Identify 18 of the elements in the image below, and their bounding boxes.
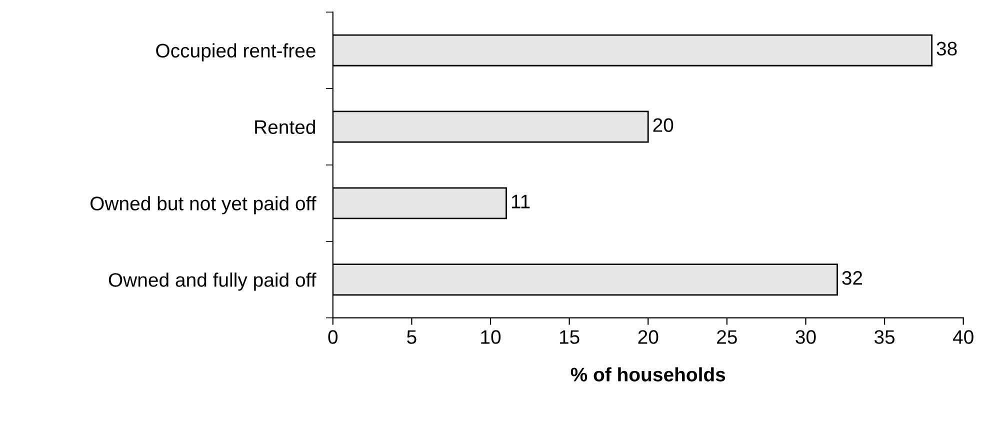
x-tick-label: 35 <box>874 330 895 344</box>
x-tick-label: 15 <box>560 330 580 344</box>
x-tick-label: 40 <box>952 330 974 344</box>
x-tick-label: 10 <box>481 330 501 344</box>
x-tick-label: 30 <box>796 330 816 344</box>
x-tick-label: 25 <box>717 330 737 344</box>
x-tick-label: 5 <box>407 330 416 344</box>
y-tick-label: Owned and fully paid off <box>108 272 316 291</box>
data-label: 11 <box>512 194 530 208</box>
data-label: 32 <box>842 271 862 285</box>
data-label: 38 <box>936 42 957 56</box>
data-label: 20 <box>653 118 674 132</box>
y-tick-label: Occupied rent-free <box>156 43 316 62</box>
x-axis-title: % of households <box>570 367 726 382</box>
y-tick-label: Owned but not yet paid off <box>90 196 316 214</box>
y-tick-label: Rented <box>255 120 315 134</box>
x-tick-label: 20 <box>638 330 658 344</box>
x-tick-label: 0 <box>328 330 338 344</box>
